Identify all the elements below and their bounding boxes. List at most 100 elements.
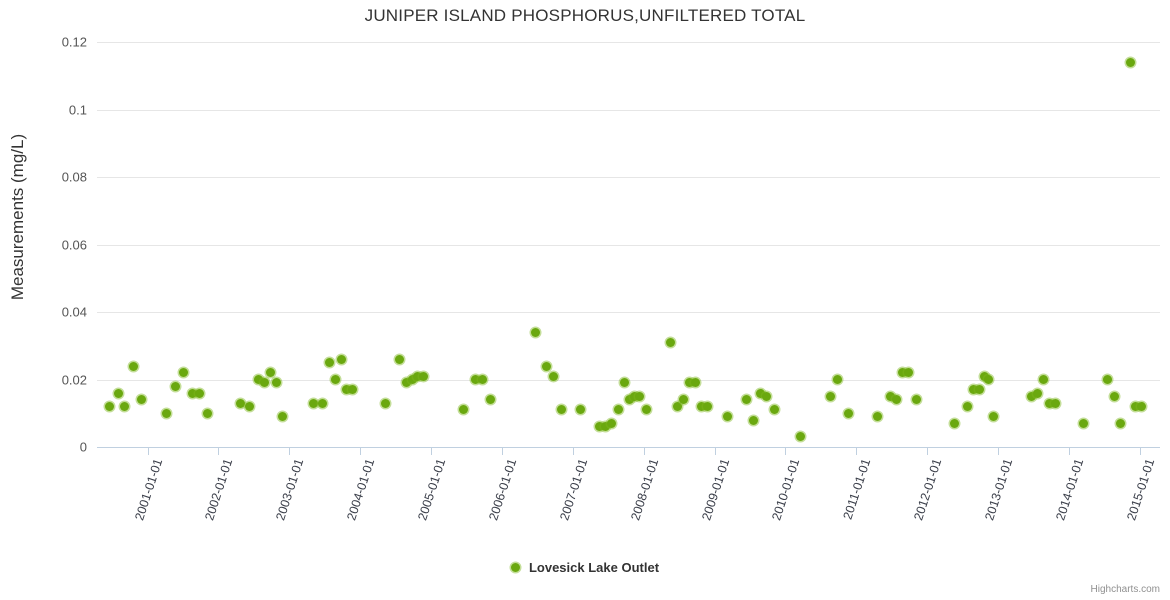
scatter-point[interactable] — [265, 368, 275, 378]
scatter-point[interactable] — [253, 375, 263, 384]
y-tick-label: 0.08 — [61, 169, 87, 185]
scatter-point[interactable] — [1051, 398, 1061, 408]
scatter-point[interactable] — [1116, 418, 1126, 428]
scatter-point[interactable] — [407, 375, 417, 384]
scatter-point[interactable] — [259, 378, 269, 388]
scatter-point[interactable] — [885, 391, 895, 401]
scatter-point[interactable] — [342, 385, 352, 395]
scatter-point[interactable] — [679, 395, 689, 405]
scatter-point[interactable] — [202, 408, 212, 418]
scatter-point[interactable] — [983, 375, 993, 384]
scatter-point[interactable] — [128, 361, 138, 371]
scatter-point[interactable] — [236, 398, 246, 408]
scatter-point[interactable] — [601, 422, 611, 432]
scatter-point[interactable] — [1039, 375, 1049, 384]
scatter-point[interactable] — [989, 412, 999, 422]
scatter-point[interactable] — [832, 375, 842, 384]
scatter-point[interactable] — [171, 381, 181, 391]
scatter-point[interactable] — [324, 358, 334, 368]
scatter-point[interactable] — [486, 395, 496, 405]
scatter-point[interactable] — [974, 385, 984, 395]
scatter-point[interactable] — [911, 395, 921, 405]
scatter-point[interactable] — [557, 405, 567, 415]
scatter-point[interactable] — [1078, 418, 1088, 428]
scatter-point[interactable] — [742, 395, 752, 405]
scatter-point[interactable] — [187, 388, 197, 398]
scatter-point[interactable] — [723, 412, 733, 422]
scatter-point[interactable] — [962, 402, 972, 411]
scatter-point[interactable] — [136, 395, 146, 405]
scatter-point[interactable] — [796, 432, 806, 442]
scatter-point[interactable] — [458, 405, 468, 415]
x-tick-mark — [643, 448, 645, 455]
scatter-point[interactable] — [277, 412, 287, 422]
scatter-point[interactable] — [968, 385, 978, 395]
chart-title: JUNIPER ISLAND PHOSPHORUS,UNFILTERED TOT… — [364, 6, 806, 25]
scatter-point[interactable] — [308, 398, 318, 408]
y-gridline — [97, 312, 1160, 313]
scatter-point[interactable] — [702, 402, 712, 411]
scatter-point[interactable] — [1103, 375, 1113, 384]
scatter-point[interactable] — [843, 408, 853, 418]
scatter-point[interactable] — [641, 405, 651, 415]
scatter-point[interactable] — [666, 337, 676, 347]
scatter-point[interactable] — [120, 402, 130, 411]
scatter-point[interactable] — [755, 388, 765, 398]
scatter-point[interactable] — [620, 378, 630, 388]
scatter-point[interactable] — [394, 354, 404, 364]
scatter-point[interactable] — [891, 395, 901, 405]
scatter-point[interactable] — [576, 405, 586, 415]
chart-legend: Lovesick Lake Outlet — [0, 560, 1170, 575]
scatter-point[interactable] — [348, 385, 358, 395]
scatter-point[interactable] — [380, 398, 390, 408]
scatter-point[interactable] — [825, 391, 835, 401]
scatter-point[interactable] — [1131, 402, 1141, 411]
scatter-point[interactable] — [113, 388, 123, 398]
scatter-point[interactable] — [696, 402, 706, 411]
scatter-point[interactable] — [549, 371, 559, 381]
scatter-point[interactable] — [419, 371, 429, 381]
scatter-point[interactable] — [531, 327, 541, 337]
scatter-point[interactable] — [401, 378, 411, 388]
scatter-point[interactable] — [761, 391, 771, 401]
scatter-point[interactable] — [607, 418, 617, 428]
scatter-point[interactable] — [1137, 402, 1147, 411]
scatter-point[interactable] — [685, 378, 695, 388]
scatter-point[interactable] — [317, 398, 327, 408]
scatter-point[interactable] — [330, 375, 340, 384]
scatter-point[interactable] — [634, 391, 644, 401]
scatter-point[interactable] — [413, 371, 423, 381]
scatter-point[interactable] — [691, 378, 701, 388]
scatter-point[interactable] — [478, 375, 488, 384]
scatter-point[interactable] — [949, 418, 959, 428]
scatter-point[interactable] — [1126, 57, 1136, 67]
scatter-point[interactable] — [1026, 391, 1036, 401]
scatter-point[interactable] — [1033, 388, 1043, 398]
scatter-point[interactable] — [872, 412, 882, 422]
scatter-point[interactable] — [542, 361, 552, 371]
scatter-point[interactable] — [194, 388, 204, 398]
x-tick-label: 2011-01-01 — [840, 457, 874, 522]
scatter-point[interactable] — [336, 354, 346, 364]
legend-item-lovesick-lake-outlet[interactable]: Lovesick Lake Outlet — [510, 560, 659, 575]
scatter-point[interactable] — [748, 415, 758, 425]
scatter-point[interactable] — [614, 405, 624, 415]
scatter-point[interactable] — [897, 368, 907, 378]
scatter-point[interactable] — [1110, 391, 1120, 401]
y-tick-label: 0.06 — [61, 237, 87, 252]
scatter-point[interactable] — [630, 391, 639, 401]
scatter-point[interactable] — [903, 368, 913, 378]
scatter-point[interactable] — [624, 395, 634, 405]
scatter-point[interactable] — [673, 402, 683, 411]
scatter-point[interactable] — [471, 375, 481, 384]
scatter-point[interactable] — [105, 402, 115, 411]
y-gridline — [97, 177, 1160, 178]
scatter-point[interactable] — [179, 368, 189, 378]
scatter-point[interactable] — [769, 405, 779, 415]
chart-credits[interactable]: Highcharts.com — [1090, 584, 1160, 595]
scatter-point[interactable] — [1045, 398, 1055, 408]
scatter-point[interactable] — [245, 402, 255, 411]
scatter-point[interactable] — [271, 378, 281, 388]
scatter-point[interactable] — [162, 408, 172, 418]
scatter-point[interactable] — [595, 422, 605, 432]
